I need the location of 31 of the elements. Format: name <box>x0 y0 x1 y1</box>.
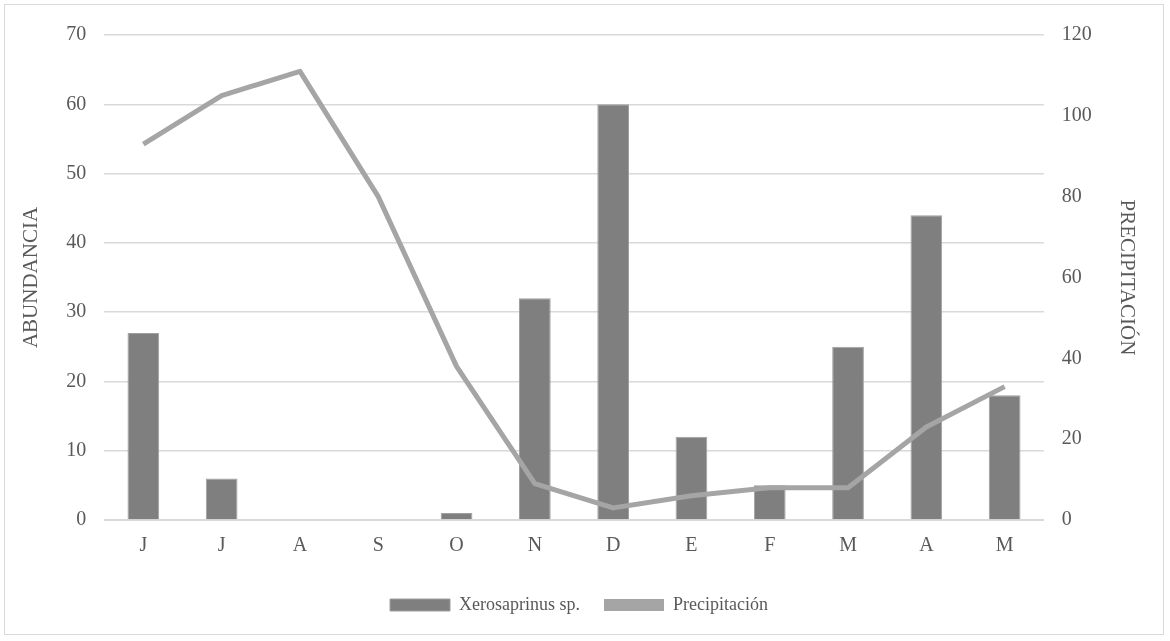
y-tick-label: 30 <box>66 299 87 322</box>
y2-axis-title: PRECIPITACIÓN <box>1115 199 1140 356</box>
x-tick-label: F <box>764 533 776 556</box>
x-tick-label: D <box>605 533 621 556</box>
x-tick-label: N <box>527 533 543 556</box>
x-tick-label: A <box>292 533 308 556</box>
y2-tick-label: 20 <box>1061 426 1082 449</box>
y2-tick-label: 60 <box>1061 264 1082 287</box>
y2-tick-label: 0 <box>1061 507 1072 530</box>
y2-tick-label: 120 <box>1061 22 1092 45</box>
y-tick-label: 40 <box>66 230 87 253</box>
x-tick-label: J <box>217 533 226 556</box>
y-tick-label: 0 <box>76 507 87 530</box>
y-axis-title: ABUNDANCIA <box>18 206 43 349</box>
x-tick-label: E <box>685 533 698 556</box>
x-tick-label: J <box>139 533 148 556</box>
x-tick-label: S <box>372 533 384 556</box>
y-tick-label: 20 <box>66 368 87 391</box>
x-tick-label: O <box>449 533 464 556</box>
y-tick-label: 50 <box>66 160 87 183</box>
y2-tick-label: 80 <box>1061 183 1082 206</box>
x-tick-label: A <box>919 533 935 556</box>
y2-tick-label: 100 <box>1061 103 1092 126</box>
y2-tick-label: 40 <box>1061 345 1082 368</box>
legend-label: Xerosaprinus sp. <box>459 593 581 614</box>
x-tick-label: M <box>995 533 1014 556</box>
y-tick-label: 60 <box>66 91 87 114</box>
legend-label: Precipitación <box>673 593 768 614</box>
y-tick-label: 10 <box>66 437 87 460</box>
x-tick-label: M <box>839 533 858 556</box>
y-tick-label: 70 <box>66 22 87 45</box>
